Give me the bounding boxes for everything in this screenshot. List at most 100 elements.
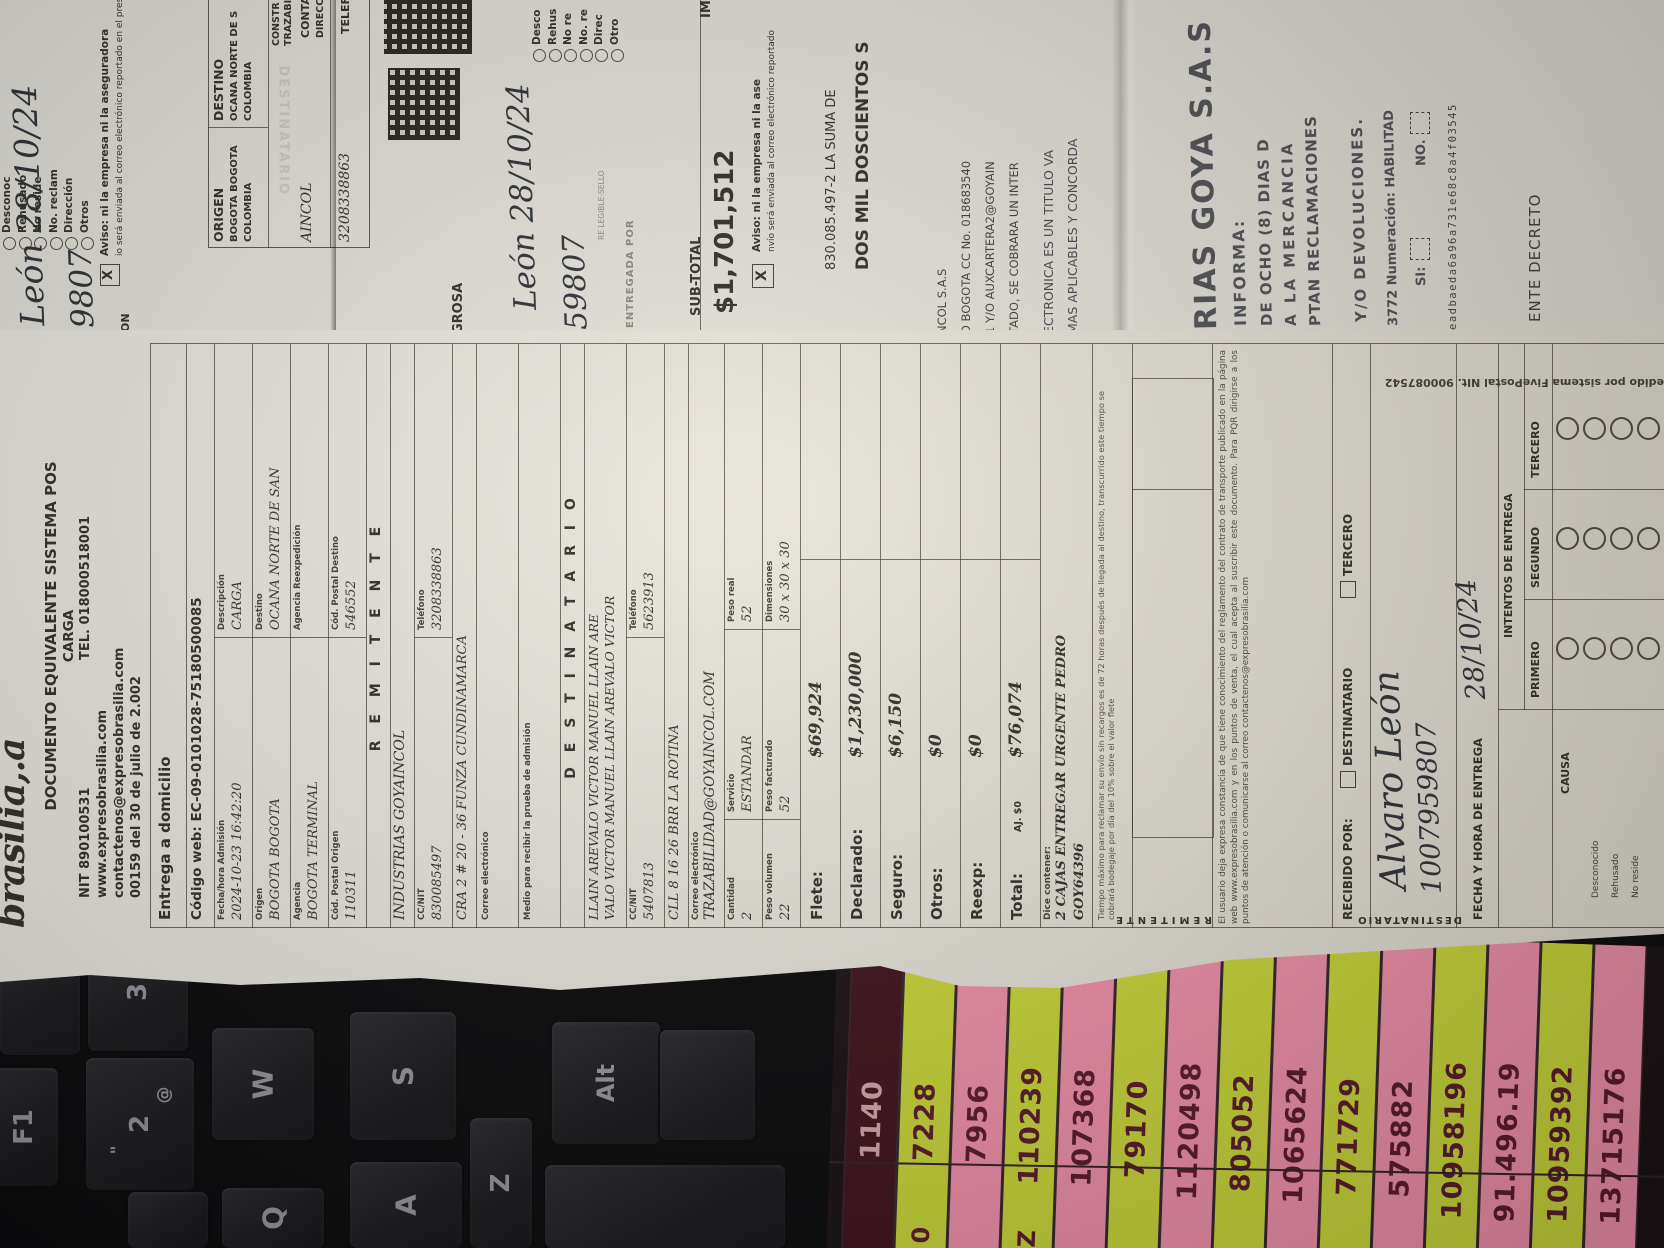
origen-label: ORIGEN — [211, 187, 226, 242]
key-label: 3 — [123, 982, 153, 1002]
cut-label-constr: CONSTR — [271, 2, 282, 46]
radio-circle — [611, 49, 624, 62]
attempt-circle — [1637, 527, 1660, 550]
radio-label: Direc — [593, 14, 606, 45]
key-Q: Q — [222, 1188, 324, 1248]
key-label: Q — [256, 1206, 290, 1230]
key-W: W — [212, 1028, 314, 1140]
package-value: 2 — [740, 911, 755, 920]
company-web: www.expresobrasilia.com — [95, 709, 110, 898]
remitente-address: CRA 2 # 20 - 36 FUNZA CUNDINAMARCA — [455, 635, 470, 920]
stamp-line-4: Y/O DEVOLUCIONES. — [1347, 116, 1371, 323]
dest-tel-value: 5623913 — [642, 572, 657, 630]
sheet-row-stripe: 13715176 — [1583, 944, 1646, 1248]
dice-contener-label: Dice contener: — [1043, 845, 1053, 920]
attempt-circle — [1610, 637, 1633, 660]
radio-circle — [548, 49, 562, 62]
suma-bold: DOS MIL DOSCIENTOS S — [853, 41, 873, 270]
table-rule — [1132, 344, 1133, 928]
table-rule — [1040, 344, 1041, 928]
fragment-grosa: GROSA — [451, 282, 466, 334]
table-rule — [1552, 344, 1553, 928]
charge-label: Declarado: — [848, 828, 866, 920]
paper-fold — [1112, 0, 1138, 336]
table-rule — [186, 344, 187, 928]
sheet-row-stripe: 805052 — [1213, 931, 1275, 1248]
attempt-circle — [1637, 637, 1660, 660]
rem-tel-label: Teléfono — [417, 589, 427, 630]
key-label: Z — [486, 1173, 516, 1193]
charge-adjustment: AJ. $0 — [1013, 800, 1024, 832]
table-rule — [290, 344, 291, 928]
radio-circle — [18, 237, 32, 250]
table-rule — [1370, 344, 1371, 928]
sheet-cell-value: 10959392 — [1542, 1064, 1579, 1224]
radio-circle — [595, 49, 609, 62]
destino-value-2: COLOMBIA — [243, 61, 254, 121]
recibido-tercero-label: TERCERO — [1341, 513, 1355, 576]
package-label: Peso volumen — [765, 853, 775, 920]
radio-label: Desconoc — [1, 176, 13, 233]
titulo-line: ECTRONICA ES UN TITULO VA — [1041, 149, 1056, 334]
package-label: Cantidad — [727, 877, 737, 920]
receipt-document: brasilia,.a DOCUMENTO EQUIVALENTE SISTEM… — [0, 330, 1664, 990]
sheet-row-stripe: 771729 — [1319, 935, 1381, 1248]
table-rule — [920, 344, 921, 928]
table-rule — [664, 344, 665, 928]
charge-label: Total: — [1008, 873, 1026, 920]
receipt-page: brasilia,.a DOCUMENTO EQUIVALENTE SISTEM… — [0, 330, 1664, 990]
remitente-box-label: REMITENTE — [1112, 914, 1212, 925]
radio-circle — [533, 49, 546, 62]
destino-label: DESTINO — [211, 58, 226, 121]
watermark-destinatario: DESTINATARIO — [275, 65, 291, 197]
dest-tel-label: Teléfono — [629, 589, 639, 630]
table-rule — [214, 344, 215, 928]
attempt-circle — [1583, 637, 1606, 660]
field-label: Fecha/hora Admisión — [217, 819, 227, 920]
table-rule — [1212, 344, 1213, 928]
charge-value: $0 — [966, 734, 986, 758]
key-2-at-symbol: @ — [153, 1086, 174, 1104]
sheet-cell-value: 91.496.19 — [1489, 1060, 1526, 1224]
doc-title: DOCUMENTO EQUIVALENTE SISTEMA POS — [42, 461, 60, 811]
package-value: ESTANDAR — [740, 735, 755, 812]
aviso-x-1: X — [101, 269, 116, 280]
cut-label-direcc: DIRECC — [315, 0, 326, 38]
destinatario-name-2: VALO VICTOR MANUEL LLAIN AREVALO VICTOR — [602, 595, 617, 920]
table-rule — [1092, 344, 1093, 928]
key-blank — [128, 1192, 208, 1248]
stamp-line-3: PTAN RECLAMACIONES — [1301, 114, 1325, 327]
subtotal-value: $1,701,512 — [710, 149, 740, 314]
field-label: Destino — [255, 593, 265, 630]
dest-ccnit-value: 5407813 — [642, 862, 657, 920]
attempt-circle — [1583, 417, 1606, 440]
intento-tercero: TERCERO — [1529, 421, 1542, 478]
field-label: Origen — [255, 887, 265, 920]
rem-ccnit-value: 830085497 — [430, 845, 445, 920]
aviso-text-2: Aviso: ni la empresa ni la ase — [751, 79, 763, 252]
sheet-row-stripe: 10958196 — [1424, 938, 1487, 1248]
table-rule — [626, 344, 627, 928]
sheet-row-stripe: 575882 — [1371, 937, 1434, 1248]
remitente-name: INDUSTRIAS GOYAINCOL — [392, 729, 408, 920]
entrega-domicilio: Entrega a domicilio — [156, 756, 174, 920]
stamp-line-5: 3772 Numeración: HABILITAD — [1381, 109, 1402, 327]
charge-label: Seguro: — [888, 853, 906, 920]
codigo-web: Código web: EC-09-0101028-75180500085 — [189, 597, 205, 920]
radio-label: No. re — [577, 9, 590, 45]
destino-value-1: OCANA NORTE DE S — [229, 10, 240, 121]
stamp-line-2: A LA MERCANCIA — [1278, 140, 1300, 327]
stamp-no-box — [1410, 112, 1430, 134]
key-Alt: Alt — [552, 1022, 660, 1144]
fecha-entrega-value: 28/10/24 — [1450, 577, 1493, 702]
key-F1: F1 — [0, 1068, 58, 1186]
sheet-row-stripe: 10959392 — [1530, 942, 1593, 1248]
radio-circle — [49, 237, 63, 250]
radio-label: No. reclam — [47, 169, 60, 233]
sheet-cell-value: 1120498 — [1171, 1061, 1208, 1201]
key-label: W — [246, 1068, 280, 1100]
destinatario-title: D E S T I N A T A R I O — [563, 493, 579, 779]
dest-correo-label: Correo electrónico — [691, 831, 701, 920]
charge-value: $0 — [926, 734, 946, 758]
